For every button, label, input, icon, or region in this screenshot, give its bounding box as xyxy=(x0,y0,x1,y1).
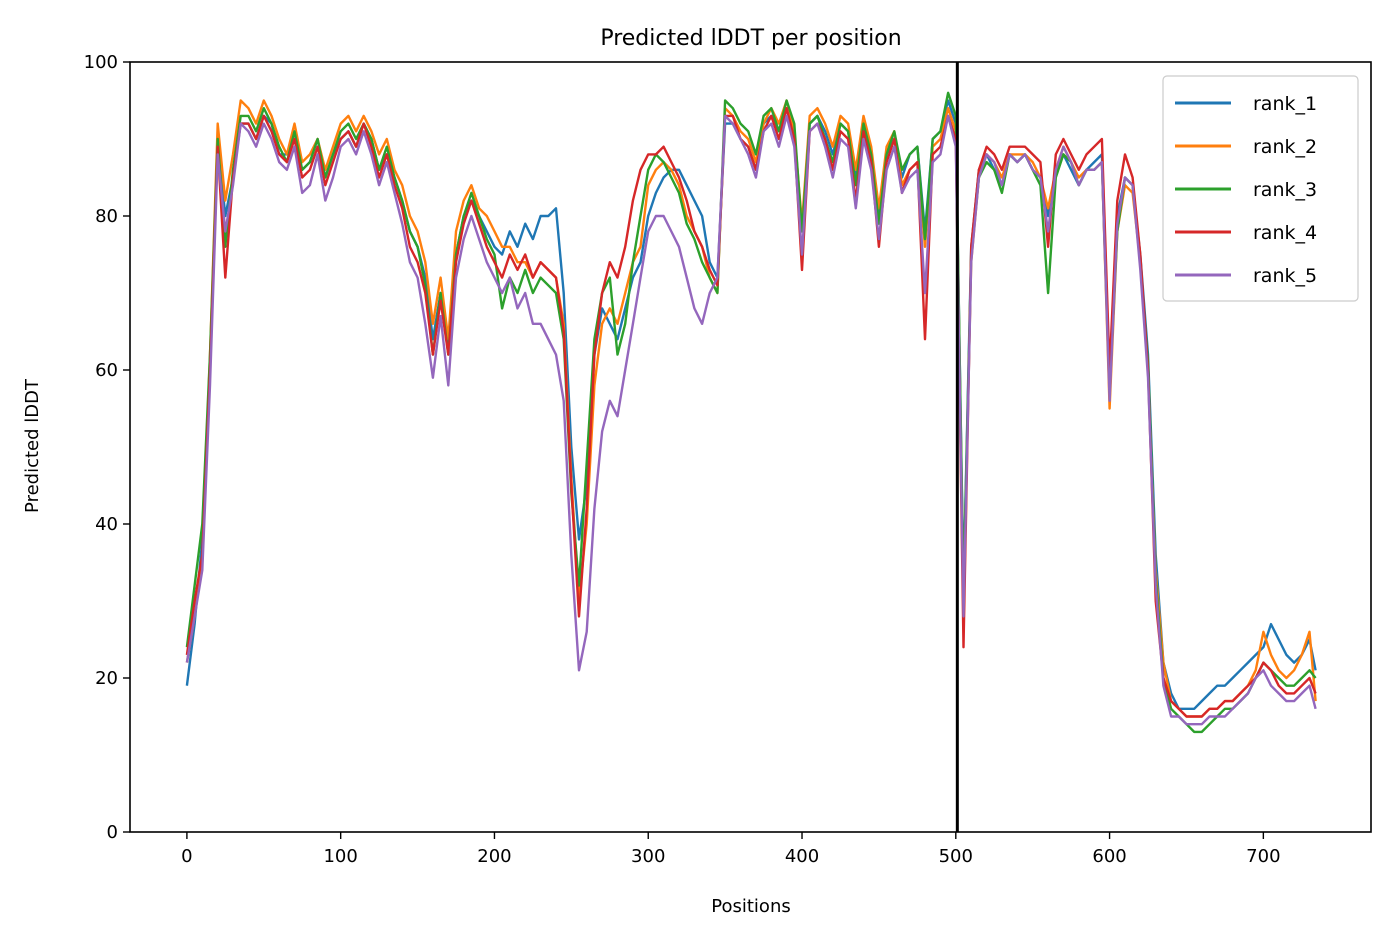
x-tick-label: 200 xyxy=(477,846,511,867)
series-line-rank-5 xyxy=(185,114,1317,726)
legend-label-rank-1: rank_1 xyxy=(1253,93,1317,115)
y-tick-label: 0 xyxy=(107,822,118,843)
y-tick-label: 100 xyxy=(84,52,118,73)
chart-title: Predicted lDDT per position xyxy=(600,26,901,51)
x-tick-label: 700 xyxy=(1246,846,1280,867)
x-tick-label: 600 xyxy=(1092,846,1126,867)
x-tick-label: 300 xyxy=(631,846,665,867)
x-axis-label: Positions xyxy=(711,896,790,917)
legend-label-rank-4: rank_4 xyxy=(1253,222,1317,244)
x-tick-label: 100 xyxy=(323,846,357,867)
legend: rank_1 rank_2 rank_3 rank_4 rank_5 xyxy=(1162,75,1359,302)
plot-area: 0 100 200 300 400 500 600 700 0 20 40 60 80 100 xyxy=(84,52,1372,867)
y-tick-label: 80 xyxy=(95,206,118,227)
legend-label-rank-2: rank_2 xyxy=(1253,136,1317,158)
y-tick-label: 40 xyxy=(95,514,118,535)
x-tick-label: 400 xyxy=(785,846,819,867)
x-tick-label: 0 xyxy=(181,846,192,867)
x-tick-label: 500 xyxy=(939,846,973,867)
y-tick-label: 60 xyxy=(95,360,118,381)
y-tick-label: 20 xyxy=(95,668,118,689)
axes-frame xyxy=(129,61,1372,833)
legend-label-rank-5: rank_5 xyxy=(1253,265,1317,287)
legend-label-rank-3: rank_3 xyxy=(1253,179,1317,201)
series-line-rank-2 xyxy=(185,99,1317,718)
y-axis-label: Predicted lDDT xyxy=(22,378,43,513)
series-line-rank-4 xyxy=(185,107,1317,718)
legend-box xyxy=(1162,75,1359,302)
